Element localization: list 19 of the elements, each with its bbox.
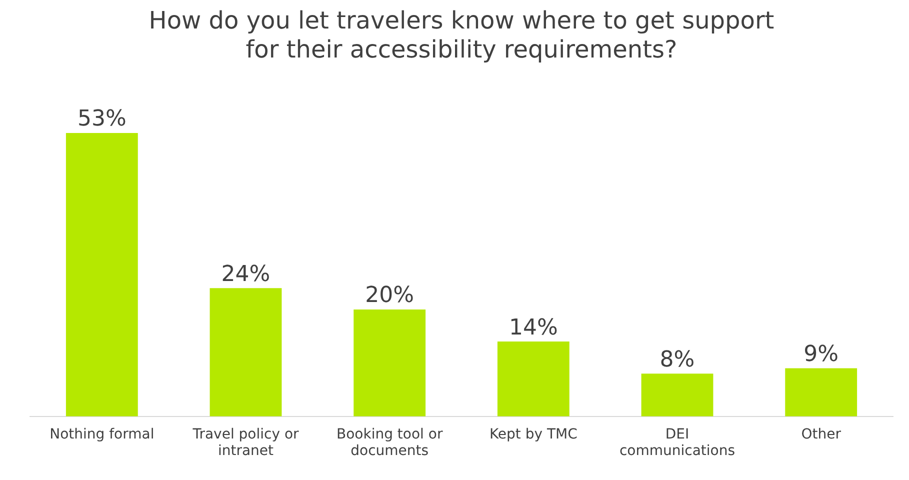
chart-title: How do you let travelers know where to get support for their accessibility requirements?: [148, 6, 774, 64]
data-label: 8%: [660, 347, 695, 372]
x-tick-label: Booking tool or documents: [336, 426, 443, 460]
bar: [497, 342, 570, 416]
data-label: 9%: [804, 342, 839, 367]
bar: [641, 374, 714, 416]
data-label: 20%: [365, 283, 414, 308]
bar: [354, 309, 426, 416]
x-tick-label: Nothing formal: [50, 426, 154, 442]
data-label: 24%: [221, 262, 270, 287]
x-tick-label: Travel policy or intranet: [192, 426, 300, 460]
bar: [785, 368, 858, 416]
x-tick-label: Kept by TMC: [489, 426, 578, 442]
bar: [66, 133, 138, 416]
x-tick-label: Other: [801, 426, 842, 442]
x-tick-label: DEI communications: [619, 426, 736, 460]
data-label: 53%: [77, 106, 126, 132]
data-label: 14%: [508, 315, 558, 340]
bar: [210, 288, 282, 416]
